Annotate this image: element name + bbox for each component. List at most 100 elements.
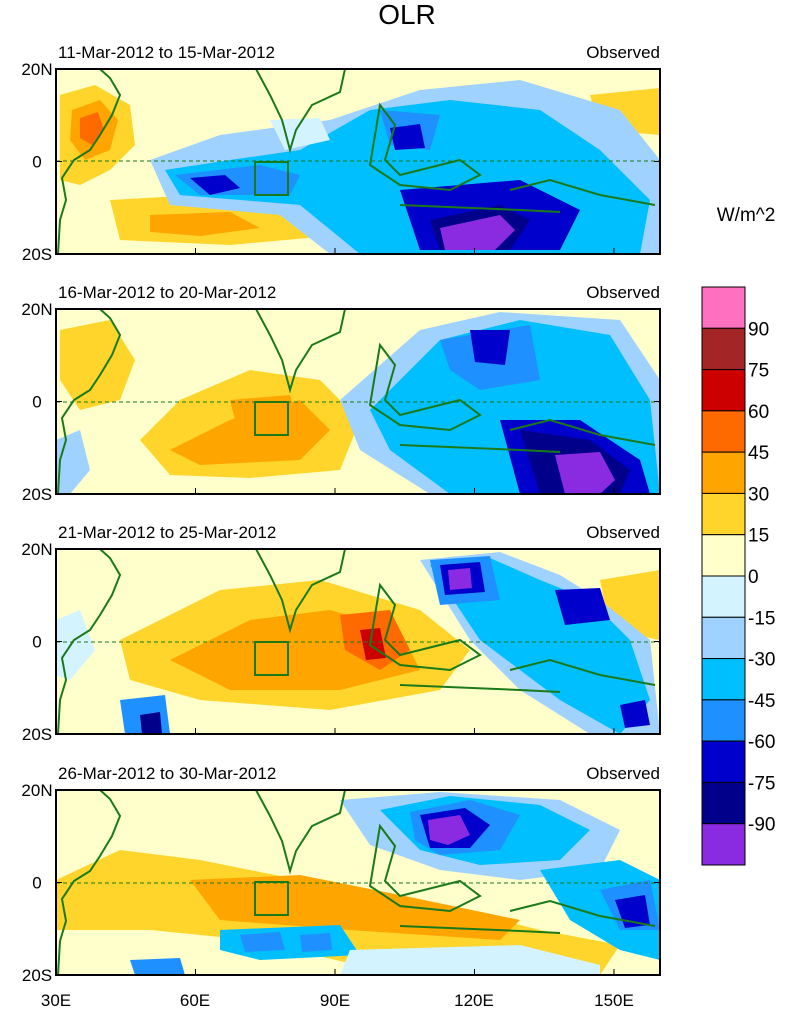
olr-negative-region — [130, 958, 185, 975]
colorbar-label: 60 — [748, 402, 769, 423]
colorbar-label: 15 — [748, 526, 769, 547]
lat-label-0: 0 — [32, 633, 41, 652]
olr-positive-region — [190, 875, 520, 940]
coastline — [255, 789, 346, 875]
colorbar-swatch — [701, 492, 746, 536]
region-box — [254, 881, 289, 916]
olr-negative-region — [300, 933, 332, 952]
lat-label-20s: 20S — [22, 245, 52, 264]
olr-negative-region — [190, 175, 240, 195]
coastline — [57, 789, 122, 976]
colorbar-label: -60 — [748, 732, 775, 753]
lat-label-0: 0 — [32, 393, 41, 412]
lon-label-30e: 30E — [41, 991, 71, 1010]
colorbar-label: -15 — [748, 608, 775, 629]
panel-1-map — [56, 69, 660, 254]
coastline — [399, 925, 561, 934]
colorbar-label: -30 — [748, 650, 775, 671]
olr-negative-region — [620, 700, 650, 728]
panel-1-period: 11-Mar-2012 to 15-Mar-2012 — [58, 43, 275, 62]
coastline — [368, 102, 482, 192]
olr-negative-region — [56, 610, 95, 680]
colorbar-swatch — [701, 575, 746, 618]
coastline — [509, 178, 656, 206]
panel-2-period: 16-Mar-2012 to 20-Mar-2012 — [58, 283, 276, 302]
coastline — [255, 548, 346, 634]
panel-4: 26-Mar-2012 to 30-Mar-2012 Observed — [55, 764, 661, 976]
colorbar-swatch — [701, 699, 746, 742]
colorbar-label: 0 — [748, 567, 759, 588]
coastline — [57, 68, 122, 255]
coastline — [368, 342, 482, 432]
colorbar-label: 30 — [748, 484, 769, 505]
coastline — [399, 444, 561, 453]
lat-label-20n: 20N — [21, 60, 52, 79]
olr-negative-region — [555, 452, 615, 494]
region-box — [254, 641, 289, 676]
olr-positive-region — [230, 395, 300, 440]
colorbar-swatch — [701, 658, 746, 701]
coastline — [255, 308, 346, 394]
lon-label-120e: 120E — [454, 991, 494, 1010]
lat-label-20n: 20N — [21, 781, 52, 800]
panel-1: 11-Mar-2012 to 15-Mar-2012 Observed — [55, 43, 661, 255]
colorbar-label: 75 — [748, 361, 769, 382]
lon-label-90e: 90E — [320, 991, 350, 1010]
olr-positive-region — [150, 212, 260, 236]
panel-3-label: Observed — [586, 523, 660, 542]
coastline — [368, 582, 482, 672]
panel-4-overlay — [55, 789, 661, 976]
coastline — [57, 548, 122, 735]
colorbar-label: 45 — [748, 443, 769, 464]
panel-3: 21-Mar-2012 to 25-Mar-2012 Observed — [55, 523, 661, 735]
olr-negative-region — [240, 932, 285, 952]
lon-label-60e: 60E — [180, 991, 210, 1010]
olr-negative-region — [440, 215, 515, 250]
colorbar-swatch — [701, 740, 746, 783]
colorbar-swatch — [701, 286, 746, 329]
lat-label-20s: 20S — [22, 485, 52, 504]
olr-negative-region — [555, 588, 610, 625]
panel-3-period: 21-Mar-2012 to 25-Mar-2012 — [58, 523, 276, 542]
coastline — [255, 68, 346, 154]
figure-title: OLR — [378, 0, 436, 30]
olr-negative-region — [390, 124, 425, 150]
olr-negative-region — [220, 925, 360, 960]
region-box — [254, 161, 289, 196]
olr-negative-region — [448, 568, 472, 590]
panel-2-label: Observed — [586, 283, 660, 302]
region-box — [254, 401, 289, 436]
colorbar-swatch — [701, 451, 746, 494]
coastline — [509, 899, 656, 927]
units-label: W/m^2 — [717, 205, 776, 226]
lat-label-20n: 20N — [21, 540, 52, 559]
colorbar-swatch — [701, 823, 746, 866]
colorbar-swatch — [701, 534, 746, 577]
lat-label-0: 0 — [32, 874, 41, 893]
colorbar-swatch — [701, 327, 746, 371]
lat-label-20n: 20N — [21, 300, 52, 319]
panel-2: 16-Mar-2012 to 20-Mar-2012 Observed — [55, 283, 661, 495]
olr-negative-region — [340, 945, 600, 975]
coastline — [509, 418, 656, 446]
lat-label-20s: 20S — [22, 966, 52, 985]
colorbar-swatch — [701, 616, 746, 660]
axis-labels: 20N 0 20S 20N 0 20S 20N 0 20S 20N 0 20S 30E 60E 90E 120… — [21, 60, 660, 1010]
panel-4-period: 26-Mar-2012 to 30-Mar-2012 — [58, 764, 276, 783]
coastline — [509, 658, 656, 686]
coastline — [399, 684, 561, 693]
colorbar-swatch — [701, 369, 746, 412]
coastline — [57, 308, 122, 495]
panel-4-label: Observed — [586, 764, 660, 783]
colorbar-swatch — [701, 781, 746, 825]
colorbar-swatch — [701, 410, 746, 453]
colorbar: 90 75 60 45 30 15 0 -15 -30 -45 -60 -75 -90 — [701, 286, 775, 866]
coastline — [368, 823, 482, 913]
colorbar-label: -45 — [748, 691, 775, 712]
lat-label-20s: 20S — [22, 725, 52, 744]
olr-positive-region — [270, 118, 330, 150]
olr-negative-region — [140, 712, 162, 734]
lat-label-0: 0 — [32, 153, 41, 172]
lon-label-150e: 150E — [594, 991, 634, 1010]
